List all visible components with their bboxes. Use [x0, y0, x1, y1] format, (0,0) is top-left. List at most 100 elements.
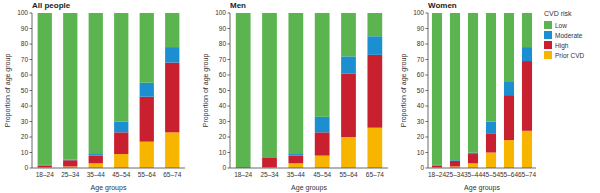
y-tick [228, 152, 231, 153]
bar-segment [165, 13, 179, 47]
panel-title: All people [32, 1, 71, 10]
y-tick [30, 28, 33, 29]
x-tick-label: 55–64 [138, 171, 156, 178]
bar-segment [288, 13, 303, 154]
x-axis-label: Age groups [464, 184, 500, 192]
y-tick-label: 70 [219, 56, 227, 63]
legend: CVD riskLowModerateHighPrior CVD [544, 10, 585, 59]
y-tick-label: 90 [219, 25, 227, 32]
y-tick-label: 10 [417, 149, 425, 156]
panel: Women010203040506070809010018–2425–3435–… [400, 1, 585, 192]
y-tick-label: 40 [219, 102, 227, 109]
y-tick-label: 40 [21, 102, 29, 109]
bar-segment [236, 13, 251, 168]
bar-segment [140, 83, 154, 97]
y-tick [30, 152, 33, 153]
y-tick [426, 90, 429, 91]
x-tick-label: 25–34 [61, 171, 79, 178]
bar-segment [114, 13, 128, 122]
bar-segment [504, 140, 514, 168]
x-axis-line [230, 168, 388, 169]
legend-swatch [544, 21, 552, 29]
x-axis-line [32, 168, 185, 169]
chart-root: All people010203040506070809010018–2425–… [0, 0, 600, 193]
bar-segment [522, 61, 532, 131]
y-tick-label: 60 [219, 71, 227, 78]
bar-segment [486, 134, 496, 153]
y-tick [30, 168, 33, 169]
bar-segment [288, 163, 303, 168]
bar-segment [504, 81, 514, 95]
y-tick [228, 59, 231, 60]
bar-segment [140, 97, 154, 142]
y-tick [228, 13, 231, 14]
bar-segment [522, 47, 532, 61]
bar-segment [140, 13, 154, 83]
x-tick-label: 35–44 [464, 171, 482, 178]
bar-segment [89, 13, 103, 154]
y-tick-label: 50 [219, 87, 227, 94]
bar-segment [89, 163, 103, 168]
bar-segment [432, 13, 442, 165]
y-tick-label: 80 [219, 40, 227, 47]
y-tick [30, 121, 33, 122]
bar-segment [114, 132, 128, 154]
legend-swatch [544, 41, 552, 49]
bar-segment [89, 154, 103, 156]
legend-label: Low [555, 22, 567, 29]
bar-segment [522, 13, 532, 47]
x-tick-label: 55–64 [339, 171, 357, 178]
y-tick-label: 100 [215, 9, 226, 16]
y-tick [228, 90, 231, 91]
x-tick-label: 65–74 [366, 171, 384, 178]
y-tick-label: 80 [417, 40, 425, 47]
y-tick [426, 106, 429, 107]
bar-segment [468, 13, 478, 153]
y-tick-label: 30 [21, 118, 29, 125]
bar-segment [288, 154, 303, 156]
bar-segment [450, 13, 460, 160]
x-tick-label: 55–64 [500, 171, 518, 178]
legend-title: CVD risk [544, 10, 572, 17]
y-tick [426, 137, 429, 138]
y-tick-label: 20 [417, 133, 425, 140]
y-tick [30, 106, 33, 107]
y-tick-label: 10 [21, 149, 29, 156]
y-tick-label: 60 [21, 71, 29, 78]
bar-segment [341, 56, 356, 73]
y-tick [228, 168, 231, 169]
y-tick [228, 137, 231, 138]
y-tick-label: 10 [219, 149, 227, 156]
y-tick [228, 28, 231, 29]
legend-label: Prior CVD [555, 52, 585, 59]
x-tick-label: 45–54 [112, 171, 130, 178]
x-tick-label: 18–24 [428, 171, 446, 178]
bar-segment [140, 142, 154, 168]
y-tick-label: 30 [417, 118, 425, 125]
y-tick-label: 20 [219, 133, 227, 140]
bar-segment [262, 13, 277, 157]
y-tick [426, 59, 429, 60]
bar-segment [114, 122, 128, 133]
bar-segment [165, 132, 179, 168]
legend-label: High [555, 42, 569, 50]
y-tick-label: 100 [413, 9, 424, 16]
y-tick [30, 137, 33, 138]
bar-segment [367, 13, 382, 36]
y-tick [30, 13, 33, 14]
y-tick [30, 90, 33, 91]
y-tick [228, 44, 231, 45]
bar-segment [341, 73, 356, 137]
legend-swatch [544, 51, 552, 59]
bar-segment [486, 13, 496, 122]
y-tick-label: 30 [219, 118, 227, 125]
panel: All people010203040506070809010018–2425–… [4, 1, 185, 192]
y-tick [426, 75, 429, 76]
y-tick [426, 168, 429, 169]
y-tick-label: 80 [21, 40, 29, 47]
panel-title: Women [428, 1, 457, 10]
bars [38, 13, 180, 168]
bar-segment [341, 137, 356, 168]
x-axis-label: Age groups [291, 184, 327, 192]
bar-segment [63, 160, 77, 166]
